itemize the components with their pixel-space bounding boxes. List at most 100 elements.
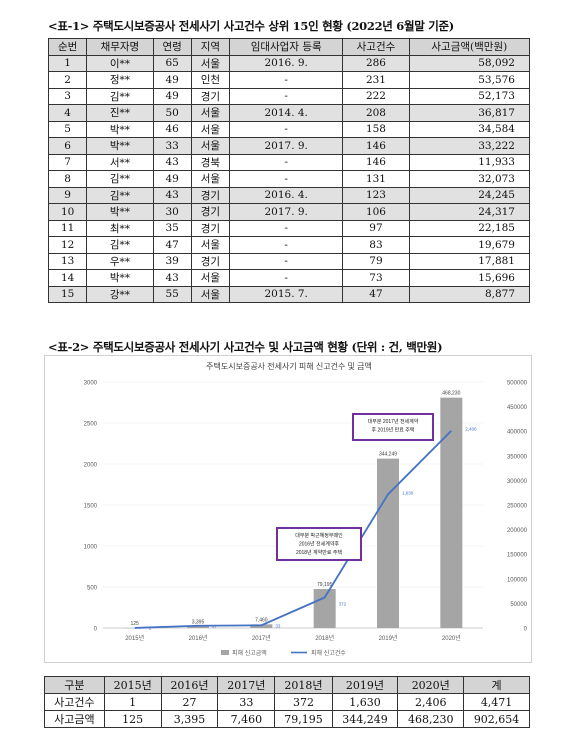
- table1-cell: 2: [47, 71, 88, 89]
- table1-cell: 2014. 4.: [229, 104, 344, 122]
- table1-cell: 2017. 9.: [229, 137, 344, 155]
- table1-cell: 65: [152, 54, 192, 72]
- table1-cell: 서울: [190, 104, 231, 122]
- table1-cell: 49: [152, 71, 192, 89]
- table1-cell: 146: [342, 137, 410, 155]
- line-value-label: 33: [275, 623, 281, 628]
- table1-body: 1 이** 65 서울 2016. 9. 286 58,092 2 정** 49 인천 -231 53,…: [47, 54, 531, 303]
- table1-cell: 231: [342, 71, 410, 89]
- table1-cell: 24,317: [408, 203, 531, 221]
- right-tick-label: 150000: [507, 553, 528, 559]
- damage-chart: 주택도시보증공사 전세사기 피해 신고건수 및 금액 0 500 1000 1500 20…: [44, 355, 532, 663]
- table1-cell: -: [229, 170, 344, 188]
- table1-cell: -: [229, 269, 344, 287]
- x-tick-label: 2018년: [315, 634, 334, 642]
- table1-cell: 97: [342, 219, 410, 237]
- table2-caption: <표-2> 주택도시보증공사 전세사기 사고건수 및 사고금액 현황 (단위 :…: [48, 340, 443, 354]
- table1-cell: 1: [47, 54, 88, 72]
- bar-value-label: 468,230: [442, 391, 460, 397]
- table2-cell: 7,460: [217, 710, 276, 728]
- table2-header-row: 구분 2015년 2016년 2017년 2018년 2019년 2020년 계: [44, 676, 530, 694]
- table1-cell: 50: [152, 104, 192, 122]
- table1-cell: 208: [342, 104, 410, 122]
- table1-cell: 김**: [86, 170, 154, 188]
- table1-cell: 서**: [86, 153, 154, 171]
- table1-cell: 6: [47, 137, 88, 155]
- table1-cell: 9: [47, 186, 88, 204]
- table1-cell: 강**: [86, 285, 154, 303]
- table1-cell: 박**: [86, 269, 154, 287]
- table1-header-cell: 임대사업자 등록: [229, 38, 344, 56]
- left-tick-label: 2000: [84, 463, 98, 469]
- table1-header-cell: 채무자명: [86, 38, 154, 56]
- table1-cell: 22,185: [408, 219, 531, 237]
- table1-cell: -: [229, 252, 344, 270]
- table1-caption: <표-1> 주택도시보증공사 전세사기 사고건수 상위 15인 현황 (2022…: [48, 19, 454, 33]
- table2-header-cell: 2019년: [331, 676, 399, 694]
- bar-value-label: 3,395: [192, 619, 205, 625]
- table1-cell: 14: [47, 269, 88, 287]
- table1-cell: 30: [152, 203, 192, 221]
- right-tick-label: 250000: [507, 504, 528, 510]
- table1-cell: -: [229, 153, 344, 171]
- right-tick-label: 100000: [507, 577, 528, 583]
- table1-header-cell: 연령: [152, 38, 192, 56]
- table1-cell: 79: [342, 252, 410, 270]
- table2-cell: 125: [103, 710, 162, 728]
- annotation-text: 대부분 2017년 전세계약: [368, 418, 419, 425]
- table1-cell: -: [229, 219, 344, 237]
- table2-cell: 1,630: [331, 693, 399, 711]
- table2-row-label: 사고금액: [44, 710, 105, 728]
- left-tick-label: 500: [87, 586, 98, 592]
- bar-value-label: 7,460: [255, 617, 268, 623]
- left-tick-label: 3000: [84, 381, 98, 387]
- table1-cell: 경북: [190, 153, 231, 171]
- table2-header-cell: 계: [463, 676, 530, 694]
- table1-cell: 7: [47, 153, 88, 171]
- table1-cell: 49: [152, 87, 192, 105]
- table1-cell: 123: [342, 186, 410, 204]
- table1-cell: 박**: [86, 203, 154, 221]
- table1-cell: 김**: [86, 236, 154, 254]
- table1-cell: 106: [342, 203, 410, 221]
- left-tick-label: 1000: [84, 545, 98, 551]
- table1-cell: 박**: [86, 120, 154, 138]
- table2-header-cell: 2016년: [160, 676, 219, 694]
- table2-header-cell: 2017년: [217, 676, 276, 694]
- left-tick-label: 1500: [84, 504, 98, 510]
- table1-cell: 33: [152, 137, 192, 155]
- table2-cell: 344,249: [331, 710, 399, 728]
- table1-cell: 8,877: [408, 285, 531, 303]
- table1-cell: 서울: [190, 269, 231, 287]
- count-line: [134, 430, 452, 629]
- table1-cell: 2016. 4.: [229, 186, 344, 204]
- table2-row-label: 사고건수: [44, 693, 105, 711]
- table1-header-cell: 사고건수: [342, 38, 410, 56]
- chart-title: 주택도시보증공사 전세사기 피해 신고건수 및 금액: [206, 361, 372, 371]
- left-tick-label: 2500: [84, 422, 98, 428]
- yearly-summary-table: 구분 2015년 2016년 2017년 2018년 2019년 2020년 계 사고건수 1 2…: [44, 676, 530, 728]
- table1-cell: 47: [342, 285, 410, 303]
- right-tick-label: 500000: [507, 381, 528, 387]
- table1-cell: 김**: [86, 87, 154, 105]
- table-row: 14 박** 43 서울 -73 15,696: [47, 269, 531, 287]
- right-tick-label: 300000: [507, 479, 528, 485]
- table1-cell: 8: [47, 170, 88, 188]
- table1-cell: 13: [47, 252, 88, 270]
- table2-cell: 33: [217, 693, 276, 711]
- table-row: 15 강** 55 서울 2015. 7. 47 8,877: [47, 285, 531, 303]
- table1-cell: 19,679: [408, 236, 531, 254]
- table1-cell: 17,881: [408, 252, 531, 270]
- table1-cell: 83: [342, 236, 410, 254]
- table1-header-cell: 지역: [190, 38, 231, 56]
- table1-cell: 2016. 9.: [229, 54, 344, 72]
- legend-label: 피해 신고건수: [311, 649, 346, 657]
- table1-cell: -: [229, 71, 344, 89]
- table2-header-cell: 구분: [44, 676, 105, 694]
- table1-cell: 49: [152, 170, 192, 188]
- right-tick-label: 450000: [507, 405, 528, 411]
- x-tick-label: 2020년: [442, 634, 461, 642]
- table1-cell: 73: [342, 269, 410, 287]
- bar: [313, 589, 336, 628]
